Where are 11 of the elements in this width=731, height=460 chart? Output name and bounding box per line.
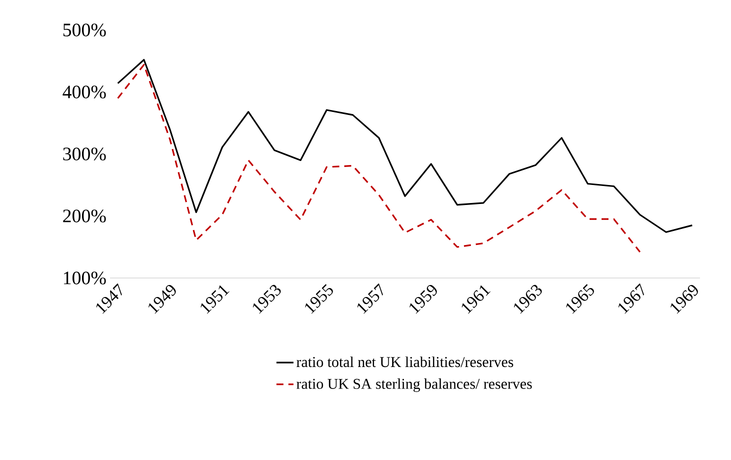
legend-label: ratio UK SA sterling balances/ reserves <box>296 378 532 392</box>
y-tick-label: 200% <box>63 210 106 222</box>
legend-label: ratio total net UK liabilities/reserves <box>296 356 514 368</box>
y-tick-label: 500% <box>63 24 106 36</box>
y-tick-label: 300% <box>63 148 106 160</box>
y-tick-label: 100% <box>64 272 106 284</box>
x-tick-label: 1951 <box>200 285 230 314</box>
y-tick-label: 400% <box>62 86 106 98</box>
line-series <box>117 58 693 233</box>
line-series <box>117 64 641 253</box>
x-tick-label: 1961 <box>462 285 491 314</box>
